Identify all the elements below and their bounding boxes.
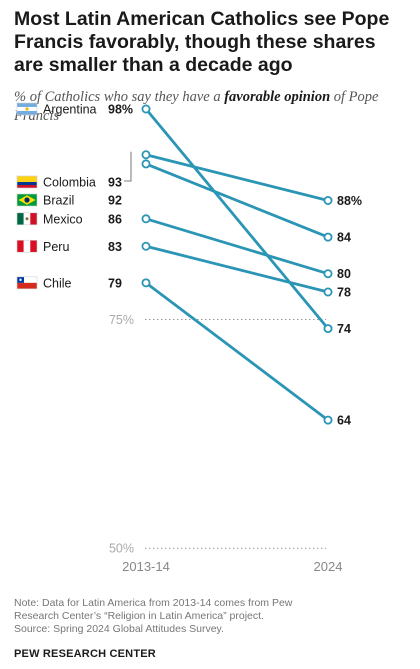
country-label-chile: Chile bbox=[43, 276, 72, 290]
value-label-start-chile: 79 bbox=[108, 276, 122, 290]
x-axis-label-end: 2024 bbox=[314, 559, 343, 574]
label-connector-colombia bbox=[124, 151, 132, 182]
point-end-chile bbox=[323, 415, 333, 425]
reference-label-50: 50% bbox=[109, 542, 134, 556]
point-start-mexico bbox=[141, 214, 151, 224]
point-end-mexico bbox=[323, 269, 333, 279]
value-label-start-peru: 83 bbox=[108, 240, 122, 254]
argentina-flag-icon bbox=[16, 102, 38, 116]
value-label-start-argentina: 98% bbox=[108, 103, 133, 117]
subtitle-text-end: of Pope Francis bbox=[14, 89, 379, 124]
point-start-colombia bbox=[141, 150, 151, 160]
chart-subtitle: % of Catholics who say they have a favor… bbox=[14, 88, 406, 126]
series-line-colombia bbox=[144, 153, 330, 202]
note-line-1: Note: Data for Latin America from 2013-1… bbox=[14, 597, 293, 609]
x-axis-label-start: 2013-14 bbox=[122, 559, 170, 574]
value-label-start-colombia: 93 bbox=[108, 176, 122, 190]
country-label-argentina: Argentina bbox=[43, 103, 97, 117]
country-label-brazil: Brazil bbox=[43, 194, 74, 208]
point-start-brazil bbox=[141, 159, 151, 169]
value-label-end-chile: 64 bbox=[337, 414, 351, 428]
value-label-start-brazil: 92 bbox=[108, 194, 122, 208]
country-label-peru: Peru bbox=[43, 240, 69, 254]
subtitle-text: % of Catholics who say they have a bbox=[14, 89, 225, 105]
value-label-end-brazil: 84 bbox=[337, 231, 351, 245]
point-end-argentina bbox=[323, 324, 333, 334]
point-end-brazil bbox=[323, 232, 333, 242]
value-label-start-mexico: 86 bbox=[108, 212, 122, 226]
series-line-chile bbox=[144, 281, 330, 422]
series-line-mexico bbox=[144, 217, 330, 276]
country-label-mexico: Mexico bbox=[43, 212, 83, 226]
reference-label-75: 75% bbox=[109, 313, 134, 327]
point-start-argentina bbox=[141, 104, 151, 114]
colombia-flag-icon bbox=[16, 175, 38, 189]
value-label-end-peru: 78 bbox=[337, 286, 351, 300]
value-label-end-mexico: 80 bbox=[337, 267, 351, 281]
subtitle-emphasis: favorable opinion bbox=[224, 89, 331, 105]
series-line-brazil bbox=[144, 162, 330, 239]
point-start-chile bbox=[141, 278, 151, 288]
series-line-peru bbox=[144, 244, 330, 294]
peru-flag-icon bbox=[16, 239, 38, 253]
chart-note: Note: Data for Latin America from 2013-1… bbox=[14, 597, 406, 636]
country-label-colombia: Colombia bbox=[43, 176, 96, 190]
note-line-2: Research Center’s “Religion in Latin Ame… bbox=[14, 610, 264, 622]
chile-flag-icon bbox=[16, 276, 38, 290]
point-end-peru bbox=[323, 287, 333, 297]
brazil-flag-icon bbox=[16, 193, 38, 207]
value-label-end-argentina: 74 bbox=[337, 322, 351, 336]
note-line-3: Source: Spring 2024 Global Attitudes Sur… bbox=[14, 623, 224, 635]
series-line-argentina bbox=[144, 107, 330, 331]
mexico-flag-icon bbox=[16, 212, 38, 226]
point-end-colombia bbox=[323, 195, 333, 205]
point-start-peru bbox=[141, 241, 151, 251]
chart-title: Most Latin American Catholics see Pope F… bbox=[14, 8, 390, 76]
value-label-end-colombia: 88% bbox=[337, 194, 362, 208]
source-credit: PEW RESEARCH CENTER bbox=[14, 648, 156, 660]
